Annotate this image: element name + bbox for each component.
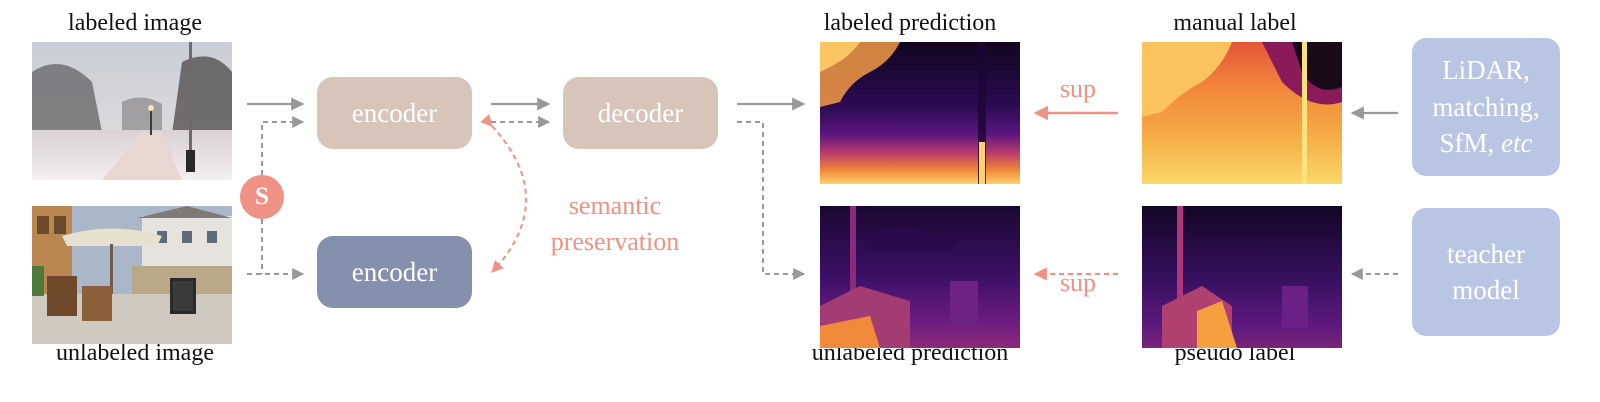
source-line-matching: matching, xyxy=(1432,91,1540,122)
labeled-image xyxy=(32,42,232,180)
unlabeled-image xyxy=(32,206,232,344)
unlabeled-prediction-map xyxy=(820,206,1020,348)
manual-label-caption: manual label xyxy=(1173,10,1297,36)
sup-top-label: sup xyxy=(1059,74,1097,103)
teacher-line-2: model xyxy=(1452,275,1520,305)
pseudo-label-map xyxy=(1142,206,1342,348)
arrow-strong-to-encoder xyxy=(261,116,305,175)
encoder-unlabeled-label: encoder xyxy=(351,256,438,287)
decoder-box: decoder xyxy=(563,77,718,149)
labeled-image-caption: labeled image xyxy=(68,10,202,36)
strong-augmentation-badge: S xyxy=(240,175,284,219)
semantic-preservation-label: semantic preservation xyxy=(530,188,700,260)
manual-label-map xyxy=(1142,42,1342,184)
decoder-label: decoder xyxy=(597,97,684,128)
arrow-semantic-preservation xyxy=(480,113,527,273)
sup-bottom-label: sup xyxy=(1059,268,1097,297)
source-line-lidar: LiDAR, xyxy=(1442,55,1530,86)
labeled-prediction-map xyxy=(820,42,1020,184)
encoder-labeled-box: encoder xyxy=(317,77,472,149)
source-line-sfm: SfM, etc xyxy=(1432,125,1539,161)
arrow-decoder-to-unlabeled-pred xyxy=(737,121,806,280)
encoder-unlabeled-box: encoder xyxy=(317,236,472,308)
unlabeled-image-caption: unlabeled image xyxy=(56,340,214,366)
teacher-model-box: teacher model xyxy=(1412,208,1560,336)
source-sfm-text: SfM, xyxy=(1439,128,1501,159)
semantic-line-2: preservation xyxy=(550,227,680,256)
semantic-line-1: semantic xyxy=(568,191,662,220)
source-etc-text: etc xyxy=(1501,128,1533,159)
encoder-labeled-label: encoder xyxy=(351,97,438,128)
labeled-prediction-caption: labeled prediction xyxy=(823,10,997,36)
teacher-line-1: teacher xyxy=(1447,238,1525,269)
label-source-box: LiDAR, matching, SfM, etc xyxy=(1412,38,1560,176)
